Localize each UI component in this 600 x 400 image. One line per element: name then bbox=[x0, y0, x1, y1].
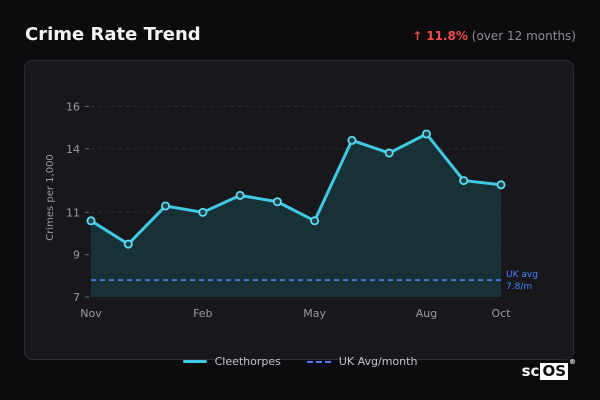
x-tick-label: Aug bbox=[416, 307, 437, 320]
data-point bbox=[235, 190, 245, 200]
legend-swatch-dashed bbox=[306, 360, 331, 363]
uk-avg-label: UK avg bbox=[506, 270, 538, 280]
data-point bbox=[421, 129, 431, 139]
change-period: (over 12 months) bbox=[471, 29, 576, 43]
x-tick-label: Oct bbox=[491, 307, 511, 320]
chart-legend: Cleethorpes UK Avg/month bbox=[0, 355, 600, 368]
data-point bbox=[272, 197, 282, 207]
legend-label-cleethorpes: Cleethorpes bbox=[214, 355, 281, 368]
y-tick-label: 14 bbox=[66, 143, 80, 156]
brand-logo: sc OS ® bbox=[521, 358, 576, 380]
y-tick-label: 7 bbox=[73, 291, 80, 304]
series-area bbox=[91, 133, 501, 297]
legend-swatch-solid bbox=[182, 360, 207, 363]
y-axis-label: Crimes per 1,000 bbox=[45, 154, 56, 241]
legend-item-cleethorpes[interactable]: Cleethorpes bbox=[182, 355, 281, 368]
data-point bbox=[459, 176, 469, 186]
data-point bbox=[161, 201, 171, 211]
up-arrow-icon: ↑ bbox=[412, 29, 423, 43]
data-point bbox=[347, 135, 357, 145]
data-point bbox=[310, 216, 320, 226]
change-summary: ↑ 11.8% (over 12 months) bbox=[412, 29, 576, 43]
legend-item-uk-avg[interactable]: UK Avg/month bbox=[306, 355, 418, 368]
x-tick-label: May bbox=[303, 307, 326, 320]
y-tick-label: 11 bbox=[66, 206, 80, 219]
x-tick-label: Nov bbox=[80, 307, 102, 320]
brand-text-a: sc bbox=[521, 362, 540, 380]
y-tick-label: 9 bbox=[73, 249, 80, 262]
legend-label-uk-avg: UK Avg/month bbox=[338, 355, 418, 368]
brand-registered: ® bbox=[569, 358, 576, 366]
series-line-cleethorpes bbox=[89, 132, 503, 246]
data-point bbox=[384, 148, 394, 158]
data-point bbox=[86, 216, 96, 226]
uk-avg-value: 7.8/m bbox=[506, 282, 532, 292]
x-tick-label: Feb bbox=[193, 307, 212, 320]
brand-text-b: OS bbox=[540, 361, 568, 380]
page-title: Crime Rate Trend bbox=[25, 24, 201, 45]
change-percent: 11.8% bbox=[426, 29, 468, 43]
data-point bbox=[123, 239, 133, 249]
data-point bbox=[198, 207, 208, 217]
data-point bbox=[496, 180, 506, 190]
y-tick-label: 16 bbox=[66, 100, 80, 113]
